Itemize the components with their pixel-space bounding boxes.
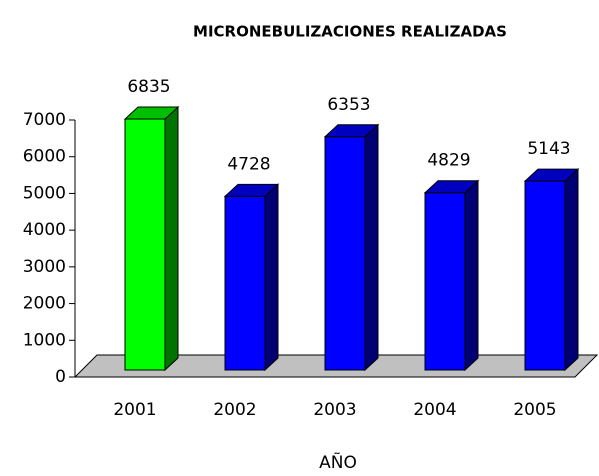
data-label: 5143 xyxy=(527,139,570,159)
y-tick-label: 6000 xyxy=(23,147,66,167)
bar-side xyxy=(364,123,379,372)
bar-side xyxy=(464,179,479,372)
bar xyxy=(423,179,480,372)
y-tick-label: 7000 xyxy=(23,110,66,130)
bar xyxy=(223,183,280,372)
bar-side xyxy=(164,105,179,372)
y-tick-label: 5000 xyxy=(23,183,66,203)
bar-front xyxy=(224,195,266,371)
bar-front xyxy=(324,136,366,371)
x-tick-label: 2005 xyxy=(513,400,556,420)
bar-front xyxy=(424,192,466,371)
bar xyxy=(523,168,580,372)
x-tick-label: 2004 xyxy=(413,400,456,420)
bar-side xyxy=(264,183,279,372)
bar xyxy=(323,123,380,372)
x-axis-label: AÑO xyxy=(319,451,357,473)
x-tick-label: 2002 xyxy=(213,400,256,420)
bar-front xyxy=(124,118,166,371)
bar xyxy=(123,105,180,372)
y-tick-label: 4000 xyxy=(23,220,66,240)
data-label: 6835 xyxy=(127,77,170,97)
bar-front xyxy=(524,180,566,371)
data-label: 4829 xyxy=(427,151,470,171)
x-tick-label: 2003 xyxy=(313,400,356,420)
y-tick-label: 1000 xyxy=(23,330,66,350)
x-tick-label: 2001 xyxy=(113,400,156,420)
bar-side xyxy=(564,168,579,372)
data-label: 6353 xyxy=(327,95,370,115)
y-tick-label: 3000 xyxy=(23,257,66,277)
y-tick-label: 2000 xyxy=(23,294,66,314)
data-label: 4728 xyxy=(227,154,270,174)
y-tick-label: 0 xyxy=(55,367,66,387)
chart-title: MICRONEBULIZACIONES REALIZADAS xyxy=(193,23,507,41)
